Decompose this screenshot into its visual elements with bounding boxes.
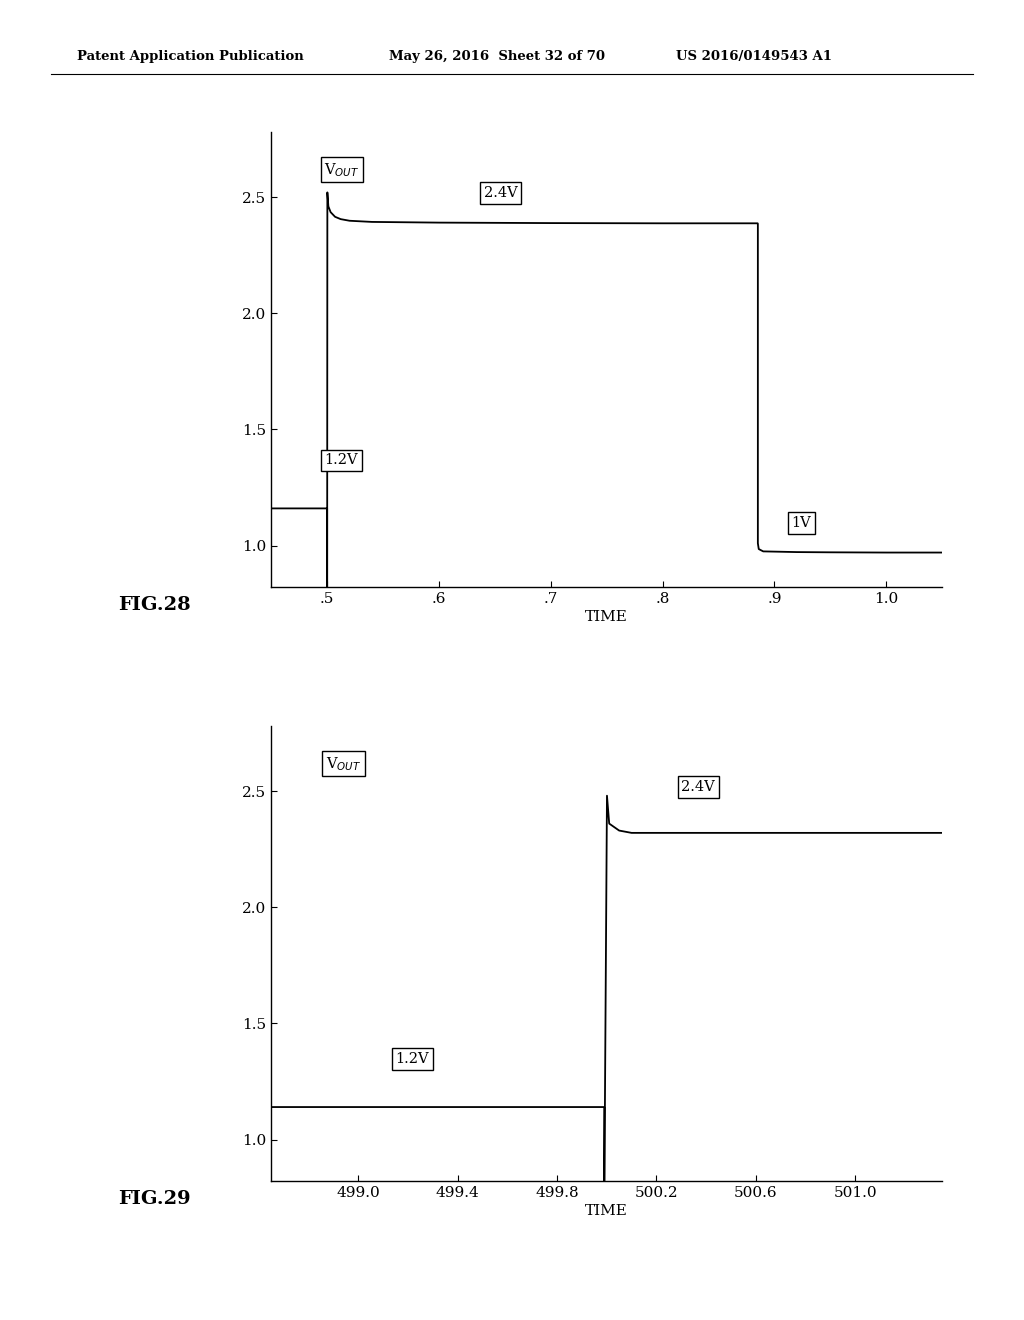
- Text: 1V: 1V: [792, 516, 811, 531]
- X-axis label: TIME: TIME: [586, 1204, 628, 1218]
- Text: 1.2V: 1.2V: [325, 453, 358, 467]
- Text: V$_{OUT}$: V$_{OUT}$: [325, 161, 359, 178]
- X-axis label: TIME: TIME: [586, 610, 628, 624]
- Text: May 26, 2016  Sheet 32 of 70: May 26, 2016 Sheet 32 of 70: [389, 50, 605, 63]
- Text: 2.4V: 2.4V: [681, 780, 715, 795]
- Text: 1.2V: 1.2V: [395, 1052, 429, 1067]
- Text: V$_{OUT}$: V$_{OUT}$: [326, 755, 361, 772]
- Text: 2.4V: 2.4V: [483, 186, 517, 201]
- Text: Patent Application Publication: Patent Application Publication: [77, 50, 303, 63]
- Text: US 2016/0149543 A1: US 2016/0149543 A1: [676, 50, 831, 63]
- Text: FIG.29: FIG.29: [118, 1189, 190, 1208]
- Text: FIG.28: FIG.28: [118, 595, 190, 614]
